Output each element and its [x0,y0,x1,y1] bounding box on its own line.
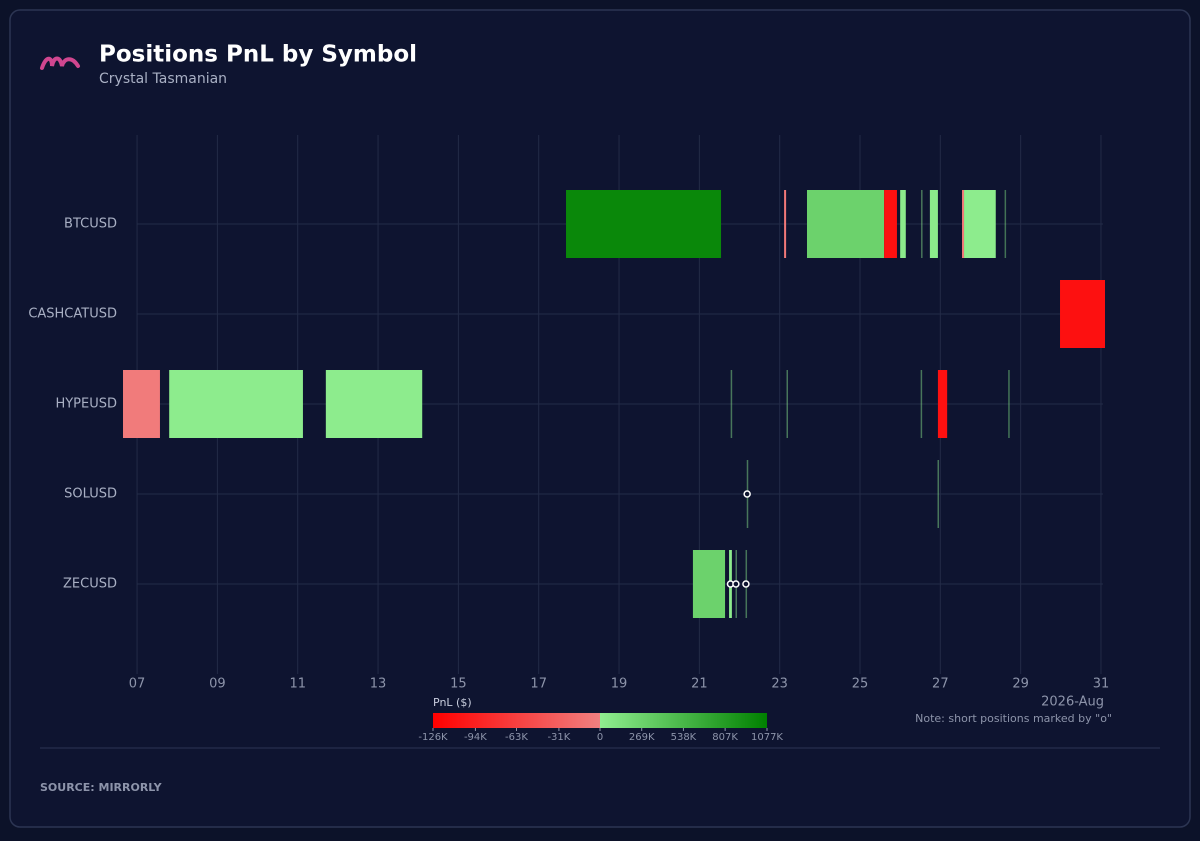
position-bar [730,370,733,438]
x-tick-label: 13 [370,677,387,692]
position-bar [937,370,948,438]
colorbar-tick-label: -94K [464,732,487,743]
colorbar-tick-label: -126K [418,732,448,743]
position-bar [964,190,996,258]
position-bar [325,370,423,438]
colorbar-tick-label: -63K [505,732,528,743]
y-tick-label: BTCUSD [64,217,117,232]
position-bar [900,190,906,258]
position-bar [1004,190,1007,258]
y-tick-label: CASHCATUSD [28,307,117,322]
x-tick-label: 09 [209,677,226,692]
position-bar [884,190,897,258]
note: Note: short positions marked by "o" [915,712,1112,725]
x-tick-label: 29 [1012,677,1029,692]
x-tick-label: 23 [771,677,788,692]
colorbar-tick-label: 0 [597,732,603,743]
colorbar-tick-label: -31K [547,732,570,743]
position-bar [566,190,722,258]
x-tick-label: 31 [1093,677,1110,692]
colorbar [433,713,767,728]
position-bar [169,370,303,438]
x-tick-label: 17 [530,677,547,692]
position-bar [962,190,965,258]
short-marker [732,580,740,588]
position-bar [929,190,938,258]
x-tick-label: 25 [852,677,869,692]
x-tick-label: 21 [691,677,708,692]
position-bar [692,550,726,618]
logo [40,56,80,70]
position-bar [937,460,940,528]
colorbar-tick-label: 538K [671,732,697,743]
colorbar-tick-label: 807K [712,732,738,743]
position-bar [921,190,923,258]
short-marker [742,580,750,588]
position-bar [784,190,787,258]
x-axis-label: 2026-Aug [1041,695,1104,710]
x-tick-label: 15 [450,677,467,692]
y-tick-label: SOLUSD [64,487,117,502]
colorbar-title: PnL ($) [433,696,472,709]
chart-subtitle: Crystal Tasmanian [99,71,227,87]
position-bar [806,190,885,258]
position-bar [1008,370,1010,438]
colorbar-tick-label: 269K [629,732,655,743]
colorbar-tick-label: 1077K [751,732,783,743]
position-bar [786,370,789,438]
position-bar [123,370,160,438]
position-bar [920,370,923,438]
position-bar [1060,280,1105,348]
x-tick-label: 27 [932,677,949,692]
y-tick-label: ZECUSD [63,577,117,592]
x-tick-label: 19 [611,677,628,692]
y-tick-label: HYPEUSD [55,397,117,412]
x-tick-label: 11 [289,677,306,692]
x-tick-label: 07 [129,677,146,692]
source: SOURCE: MIRRORLY [40,781,163,794]
chart-title: Positions PnL by Symbol [99,42,417,68]
short-marker [743,490,751,498]
